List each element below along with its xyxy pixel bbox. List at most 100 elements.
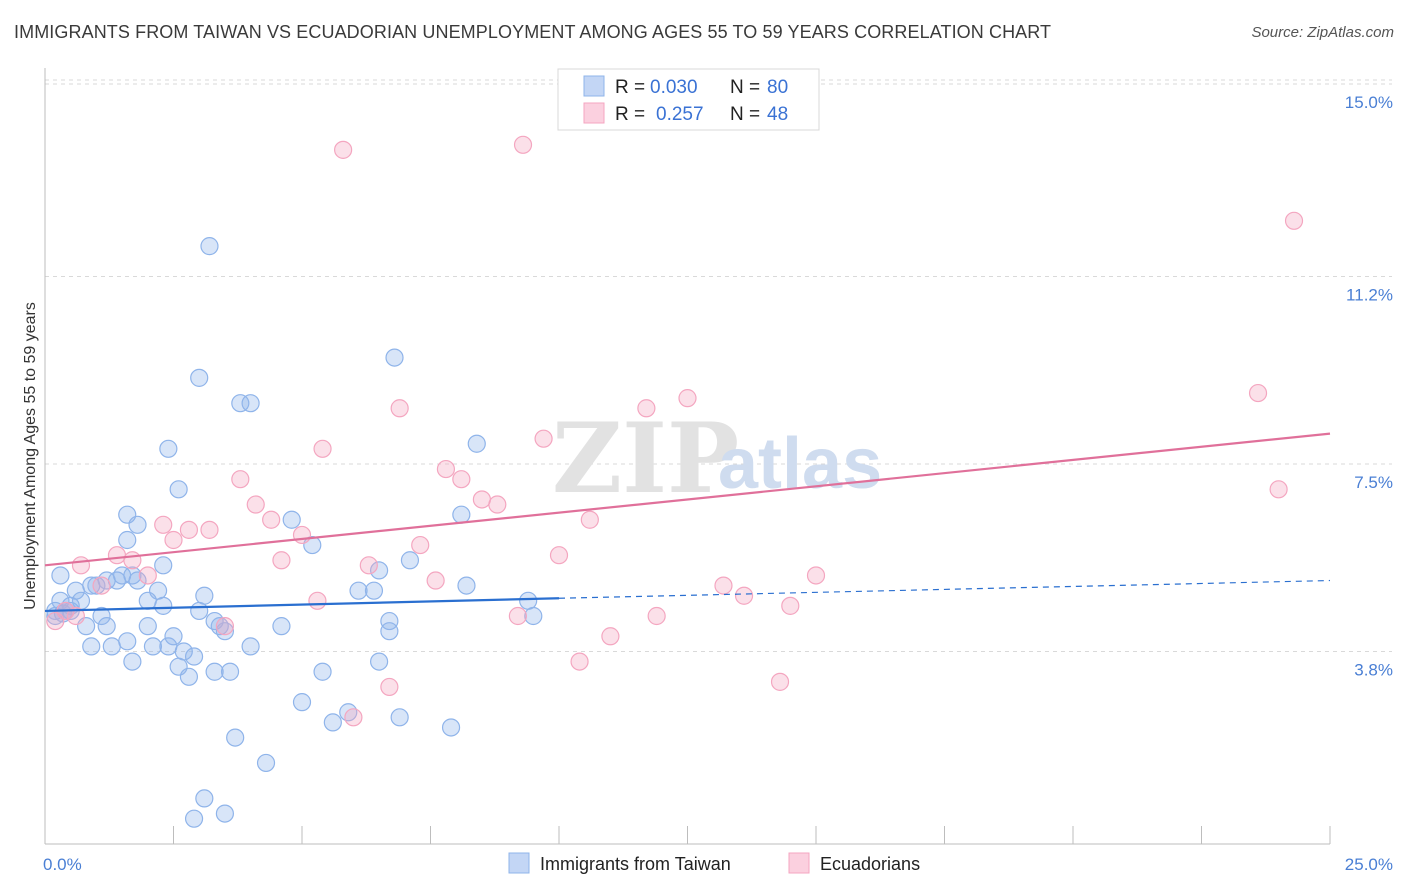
series-ecuadorians [46,135,1304,727]
point-ecuadorians [411,535,430,555]
point-taiwan [272,617,291,636]
point-taiwan [179,667,199,686]
point-taiwan [123,652,142,671]
point-taiwan [339,703,358,722]
point-ecuadorians [734,586,754,605]
bottom-legend-taiwan: Immigrants from Taiwan [540,854,731,874]
point-taiwan [164,627,183,646]
point-ecuadorians [570,652,589,671]
x-tick-label: 25.0% [1345,855,1393,874]
point-taiwan [467,434,486,453]
point-ecuadorians [647,606,666,626]
point-taiwan [220,662,240,681]
point-ecuadorians [308,591,327,610]
point-taiwan [128,571,147,590]
y-axis-label: Unemployment Among Ages 55 to 59 years [22,302,39,610]
point-ecuadorians [637,399,656,418]
point-ecuadorians [488,495,507,514]
point-ecuadorians [781,596,800,615]
point-taiwan [380,622,399,641]
point-taiwan [323,713,342,732]
point-ecuadorians [71,556,91,575]
y-tick-label: 7.5% [1354,473,1393,492]
point-taiwan [241,637,260,656]
x-tick-label: 0.0% [43,855,82,874]
point-taiwan [282,510,301,529]
point-taiwan [241,394,260,413]
trend-lines [44,432,1331,613]
legend-n-label-2: N = [730,104,760,125]
point-ecuadorians [215,617,234,636]
legend: R = 0.030 N = 80 R = 0.257 N = 48 [557,68,820,131]
trend-line-taiwan-extension [558,579,1331,599]
point-taiwan [92,606,111,626]
point-taiwan [226,728,245,747]
point-taiwan [97,617,116,636]
point-taiwan [205,662,224,681]
point-ecuadorians [678,389,697,408]
point-ecuadorians [66,606,85,626]
point-taiwan [102,637,121,656]
point-taiwan [128,515,147,534]
axes [44,68,1331,845]
point-taiwan [200,237,219,256]
point-taiwan [138,617,157,636]
point-ecuadorians [313,439,332,458]
point-taiwan [524,606,543,626]
point-taiwan [184,809,204,828]
legend-r-label-2: R = [615,104,645,125]
trend-line-taiwan [44,597,560,613]
trend-line-ecuadorians [44,432,1331,567]
point-taiwan [159,439,178,458]
legend-n-label-1: N = [730,77,760,98]
point-taiwan [441,718,461,737]
point-taiwan [452,505,471,524]
series-taiwan [46,237,543,828]
point-taiwan [215,804,234,823]
watermark-zip: ZIP [552,402,739,515]
point-ecuadorians [246,495,265,514]
point-ecuadorians [770,672,790,691]
point-ecuadorians [344,708,363,727]
y-tick-label: 3.8% [1354,660,1393,679]
legend-swatch-taiwan [583,75,605,97]
legend-n-value-1: 80 [767,77,788,98]
point-ecuadorians [380,677,399,697]
point-taiwan [364,581,384,600]
point-taiwan [210,617,229,636]
points [46,135,1304,828]
point-taiwan [123,566,142,585]
point-ecuadorians [92,576,111,595]
point-ecuadorians [472,490,491,509]
grid [45,79,1392,652]
point-taiwan [400,551,420,570]
point-ecuadorians [154,515,173,534]
tick-labels: 3.8% 7.5% 11.2% 15.0% 0.0% 25.0% [43,93,1393,874]
point-taiwan [118,632,137,651]
point-taiwan [195,586,214,605]
point-taiwan [370,561,389,580]
point-taiwan [184,647,204,666]
point-taiwan [87,576,106,595]
point-ecuadorians [123,551,142,570]
point-taiwan [205,611,224,631]
point-taiwan [51,566,70,585]
point-taiwan [154,596,173,615]
point-ecuadorians [452,470,471,489]
point-taiwan [231,394,250,413]
point-ecuadorians [390,399,409,418]
point-taiwan [256,753,276,773]
point-taiwan [190,601,209,621]
point-ecuadorians [179,520,199,539]
point-ecuadorians [426,571,445,590]
legend-n-value-2: 48 [767,104,788,125]
point-taiwan [385,348,404,367]
point-taiwan [370,652,389,671]
point-ecuadorians [164,530,183,550]
point-ecuadorians [231,470,250,489]
point-ecuadorians [1269,480,1288,499]
legend-r-label-1: R = [615,77,645,98]
point-taiwan [154,556,173,575]
point-ecuadorians [1248,383,1268,403]
